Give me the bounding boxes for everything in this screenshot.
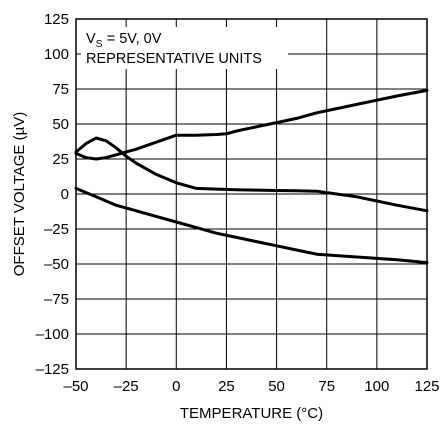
series-line-unit-3 — [74, 186, 429, 265]
plot-frame — [75, 18, 428, 370]
series-line-unit-1 — [74, 136, 429, 213]
x-tick-label: 25 — [218, 378, 235, 395]
y-tick-label: –75 — [44, 291, 69, 308]
annotation-background — [81, 27, 288, 69]
y-tick-label: –125 — [36, 361, 69, 378]
x-tick-label: 100 — [364, 378, 389, 395]
y-axis-title: OFFSET VOLTAGE (µV) — [11, 112, 28, 277]
y-tick-label: –25 — [44, 221, 69, 238]
y-tick-labels: 125 100 75 50 25 0 –25 –50 –75 –100 –125 — [36, 11, 69, 378]
y-tick-label: –100 — [36, 326, 69, 343]
y-tick-label: 100 — [44, 46, 69, 63]
x-tick-label: 75 — [318, 378, 335, 395]
y-tick-label: 25 — [52, 151, 69, 168]
x-tick-label: 50 — [268, 378, 285, 395]
x-tick-label: 125 — [414, 378, 439, 395]
x-tick-label: –50 — [63, 378, 88, 395]
x-tick-labels: –50 –25 0 25 50 75 100 125 — [63, 378, 439, 395]
y-tick-label: 75 — [52, 81, 69, 98]
grid-lines — [76, 19, 427, 369]
y-tick-label: 125 — [44, 11, 69, 28]
annotation-representative-units: REPRESENTATIVE UNITS — [86, 51, 262, 67]
x-tick-label: 0 — [172, 378, 180, 395]
series-line-unit-2 — [74, 88, 429, 161]
y-tick-label: 50 — [52, 116, 69, 133]
annotation-supply-voltage: VS = 5V, 0V — [86, 31, 162, 50]
y-tick-label: –50 — [44, 256, 69, 273]
y-tick-label: 0 — [61, 186, 69, 203]
x-axis-title: TEMPERATURE (°C) — [180, 405, 323, 422]
data-series — [74, 88, 429, 265]
x-tick-label: –25 — [114, 378, 139, 395]
